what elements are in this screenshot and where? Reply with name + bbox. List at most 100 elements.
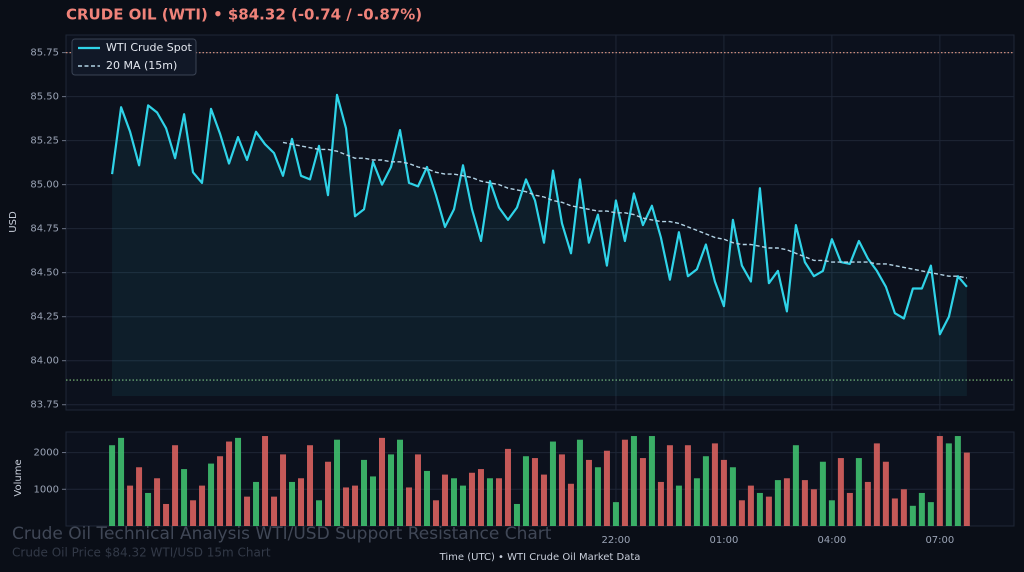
volume-bar (801, 480, 808, 526)
volume-bar (774, 480, 781, 526)
volume-bar (235, 437, 242, 526)
volume-bar (855, 458, 862, 526)
volume-bar (352, 485, 359, 526)
y-tick-label: 2000 (34, 448, 59, 459)
volume-bar (639, 458, 646, 526)
volume-bar (199, 485, 206, 526)
x-tick-label: 01:00 (709, 535, 738, 546)
volume-bar (172, 445, 179, 526)
volume-bar (396, 439, 403, 526)
volume-bar (738, 500, 745, 526)
volume-bar (702, 456, 709, 526)
volume-bar (486, 478, 493, 526)
volume-bar (576, 439, 583, 526)
legend-box (71, 38, 197, 76)
volume-axis-label: Volume (13, 459, 24, 496)
volume-bar (289, 481, 296, 526)
volume-bar (423, 470, 430, 526)
volume-bar (837, 458, 844, 526)
volume-bar (927, 502, 934, 526)
volume-bar (298, 478, 305, 526)
y-tick-label: 85.00 (30, 180, 59, 191)
volume-bar (540, 474, 547, 526)
volume-bar (657, 481, 664, 526)
volume-bar (666, 445, 673, 526)
volume-bar (945, 443, 952, 526)
y-tick-label: 1000 (34, 484, 59, 495)
volume-bar (244, 496, 251, 526)
volume-bar (208, 463, 215, 526)
watermark-title: Crude Oil Technical Analysis WTI/USD Sup… (12, 524, 552, 544)
volume-bar (684, 445, 691, 526)
volume-bar (262, 436, 269, 526)
legend-label: 20 MA (15m) (106, 59, 177, 72)
volume-bar (414, 454, 421, 526)
volume-bar (217, 456, 224, 526)
volume-bar (504, 448, 511, 526)
volume-bar (441, 474, 448, 526)
volume-bar (522, 456, 529, 526)
volume-bar (963, 452, 970, 526)
volume-bar (118, 437, 125, 526)
volume-bar (316, 500, 323, 526)
volume-bar (432, 500, 439, 526)
volume-bar (468, 472, 475, 526)
y-tick-label: 85.25 (30, 136, 59, 147)
volume-bar (558, 454, 565, 526)
volume-bar (379, 437, 385, 526)
y-tick-label: 84.25 (30, 312, 59, 323)
volume-bar (756, 492, 763, 526)
legend: WTI Crude Spot 20 MA (15m) (71, 38, 197, 76)
volume-bar (819, 461, 826, 526)
ma-line (282, 141, 968, 279)
volume-bar (109, 445, 116, 526)
volume-bar (387, 454, 394, 526)
volume-bar (810, 489, 817, 526)
volume-bar (459, 485, 466, 526)
volume-bar (612, 502, 619, 526)
volume-bar (145, 492, 152, 526)
volume-bar (361, 459, 368, 526)
volume-bar (936, 436, 943, 526)
y-tick-label: 83.75 (30, 400, 59, 411)
volume-bar (280, 454, 287, 526)
volume-bar (711, 443, 718, 526)
volume-bar (693, 478, 700, 526)
volume-bar (226, 441, 233, 526)
price-area (112, 94, 967, 397)
volume-bar (585, 459, 592, 526)
volume-bar (909, 505, 916, 526)
volume-bar (190, 500, 197, 526)
volume-bar (900, 489, 907, 526)
volume-bar (648, 436, 655, 526)
volume-bar (603, 450, 610, 526)
volume-bar (334, 439, 341, 526)
volume-bar (370, 476, 377, 526)
volume-bar (163, 503, 170, 526)
y-tick-label: 84.00 (30, 356, 59, 367)
volume-bar (154, 478, 161, 526)
x-tick-label: 07:00 (925, 535, 954, 546)
volume-bar (271, 496, 278, 526)
price-line (111, 93, 968, 336)
volume-bar (747, 485, 754, 526)
legend-label: WTI Crude Spot (106, 41, 192, 54)
volume-bar (549, 441, 556, 526)
x-tick-label: 04:00 (817, 535, 846, 546)
volume-bar (477, 469, 484, 526)
volume-bar (136, 467, 143, 526)
volume-bar (828, 500, 835, 526)
volume-bar (675, 485, 682, 526)
volume-bar (873, 443, 880, 526)
volume-bar (954, 436, 961, 526)
volume-bar (253, 481, 260, 526)
volume-bar (864, 481, 871, 526)
volume-bar (127, 485, 134, 526)
volume-bar (792, 445, 799, 526)
volume-bar (307, 445, 314, 526)
watermark-subtitle: Crude Oil Price $84.32 WTI/USD 15m Chart (12, 546, 271, 560)
volume-bar (594, 467, 601, 526)
y-tick-label: 85.50 (30, 92, 59, 103)
volume-bar (846, 492, 853, 526)
